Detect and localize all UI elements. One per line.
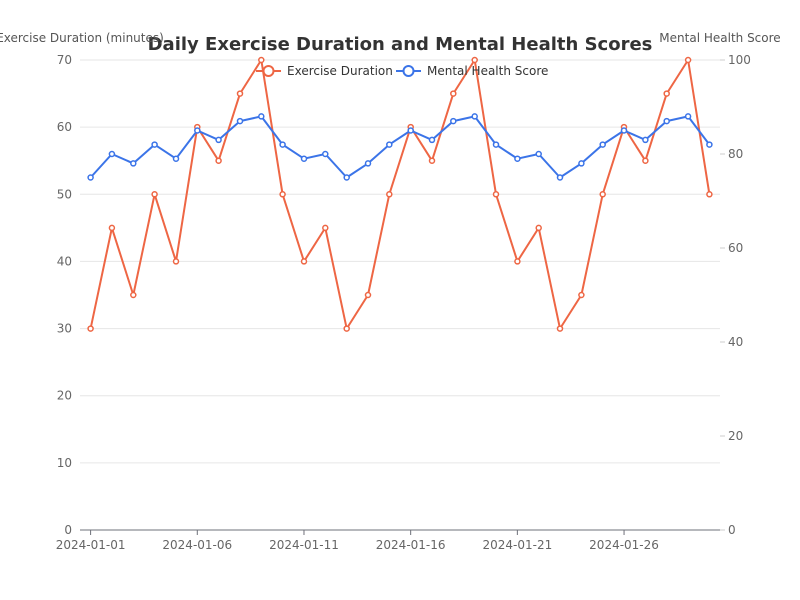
data-point[interactable]: [130, 291, 137, 299]
data-point[interactable]: [364, 160, 372, 167]
data-point[interactable]: [215, 157, 222, 164]
data-point[interactable]: [684, 113, 692, 120]
right-tick-label: 100: [728, 53, 751, 67]
data-point[interactable]: [343, 325, 350, 332]
data-point[interactable]: [471, 56, 478, 64]
data-point[interactable]: [300, 155, 308, 162]
legend-marker: [402, 65, 415, 77]
data-point[interactable]: [364, 291, 372, 299]
data-point[interactable]: [172, 258, 180, 265]
right-axis-label: Mental Health Score: [659, 31, 780, 45]
data-point[interactable]: [642, 157, 649, 164]
data-point[interactable]: [642, 136, 649, 144]
data-point[interactable]: [599, 191, 606, 198]
data-point[interactable]: [151, 141, 158, 148]
right-tick-label: 60: [728, 241, 743, 255]
data-point[interactable]: [258, 113, 265, 120]
data-point[interactable]: [300, 258, 308, 265]
data-point[interactable]: [215, 136, 222, 144]
data-point[interactable]: [578, 291, 585, 299]
right-tick-label: 0: [728, 523, 736, 537]
data-point[interactable]: [578, 160, 585, 167]
data-point[interactable]: [599, 141, 606, 148]
x-tick-label: 2024-01-26: [589, 538, 659, 552]
data-point[interactable]: [322, 150, 329, 158]
left-tick-label: 50: [57, 187, 72, 201]
left-axis-label: Exercise Duration (minutes): [0, 31, 164, 45]
data-point[interactable]: [428, 157, 436, 164]
data-point[interactable]: [535, 224, 542, 232]
data-point[interactable]: [87, 325, 94, 332]
x-tick-label: 2024-01-01: [56, 538, 126, 552]
data-point[interactable]: [471, 113, 478, 120]
data-point[interactable]: [514, 258, 521, 265]
chart-title: Daily Exercise Duration and Mental Healt…: [148, 34, 653, 55]
data-point[interactable]: [407, 127, 414, 134]
data-point[interactable]: [322, 224, 329, 232]
data-point[interactable]: [194, 127, 201, 134]
data-point[interactable]: [492, 191, 500, 198]
data-point[interactable]: [386, 191, 393, 198]
data-point[interactable]: [236, 117, 244, 125]
data-point[interactable]: [706, 141, 713, 148]
data-point[interactable]: [663, 90, 670, 97]
data-point[interactable]: [172, 155, 180, 162]
x-tick-label: 2024-01-11: [269, 538, 339, 552]
data-point[interactable]: [386, 141, 393, 148]
data-point[interactable]: [556, 174, 564, 181]
data-point[interactable]: [87, 174, 94, 181]
axes: 0 10 20 30 40 50 60 70 0 20 40 60 80 100 2024-01-01 202…: [56, 53, 751, 552]
x-tick-label: 2024-01-16: [376, 538, 446, 552]
data-point[interactable]: [108, 150, 116, 158]
data-point[interactable]: [620, 127, 628, 134]
data-point[interactable]: [258, 56, 265, 64]
data-point[interactable]: [151, 191, 158, 198]
right-tick-label: 20: [728, 429, 743, 443]
data-point[interactable]: [108, 224, 116, 232]
legend-label: Mental Health Score: [427, 64, 548, 78]
legend-marker: [262, 65, 275, 77]
x-tick-label: 2024-01-06: [162, 538, 232, 552]
data-point[interactable]: [236, 90, 244, 97]
data-point[interactable]: [684, 56, 692, 64]
legend[interactable]: Exercise Duration Mental Health Score: [256, 64, 548, 78]
series-group: [87, 56, 713, 332]
data-point[interactable]: [428, 136, 436, 144]
series-line-0: [89, 59, 711, 330]
legend-item-0[interactable]: Exercise Duration: [256, 64, 393, 78]
right-tick-label: 80: [728, 147, 743, 161]
data-point[interactable]: [663, 117, 670, 125]
data-point[interactable]: [514, 155, 521, 162]
data-point[interactable]: [130, 160, 137, 167]
left-tick-label: 10: [57, 456, 72, 470]
left-tick-label: 20: [57, 389, 72, 403]
left-tick-label: 70: [57, 53, 72, 67]
x-tick-label: 2024-01-21: [482, 538, 552, 552]
right-tick-label: 40: [728, 335, 743, 349]
data-point[interactable]: [706, 191, 713, 198]
left-tick-label: 0: [64, 523, 72, 537]
data-point[interactable]: [492, 141, 500, 148]
left-tick-label: 30: [57, 322, 72, 336]
data-point[interactable]: [279, 191, 286, 198]
data-point[interactable]: [343, 174, 350, 181]
legend-label: Exercise Duration: [287, 64, 393, 78]
series-line-1: [89, 115, 711, 179]
data-point[interactable]: [279, 141, 286, 148]
left-tick-label: 60: [57, 120, 72, 134]
data-point[interactable]: [535, 150, 542, 158]
data-point[interactable]: [556, 325, 564, 332]
data-point[interactable]: [450, 90, 457, 97]
data-point[interactable]: [450, 117, 457, 125]
left-tick-label: 40: [57, 254, 72, 268]
legend-item-1[interactable]: Mental Health Score: [396, 64, 548, 78]
